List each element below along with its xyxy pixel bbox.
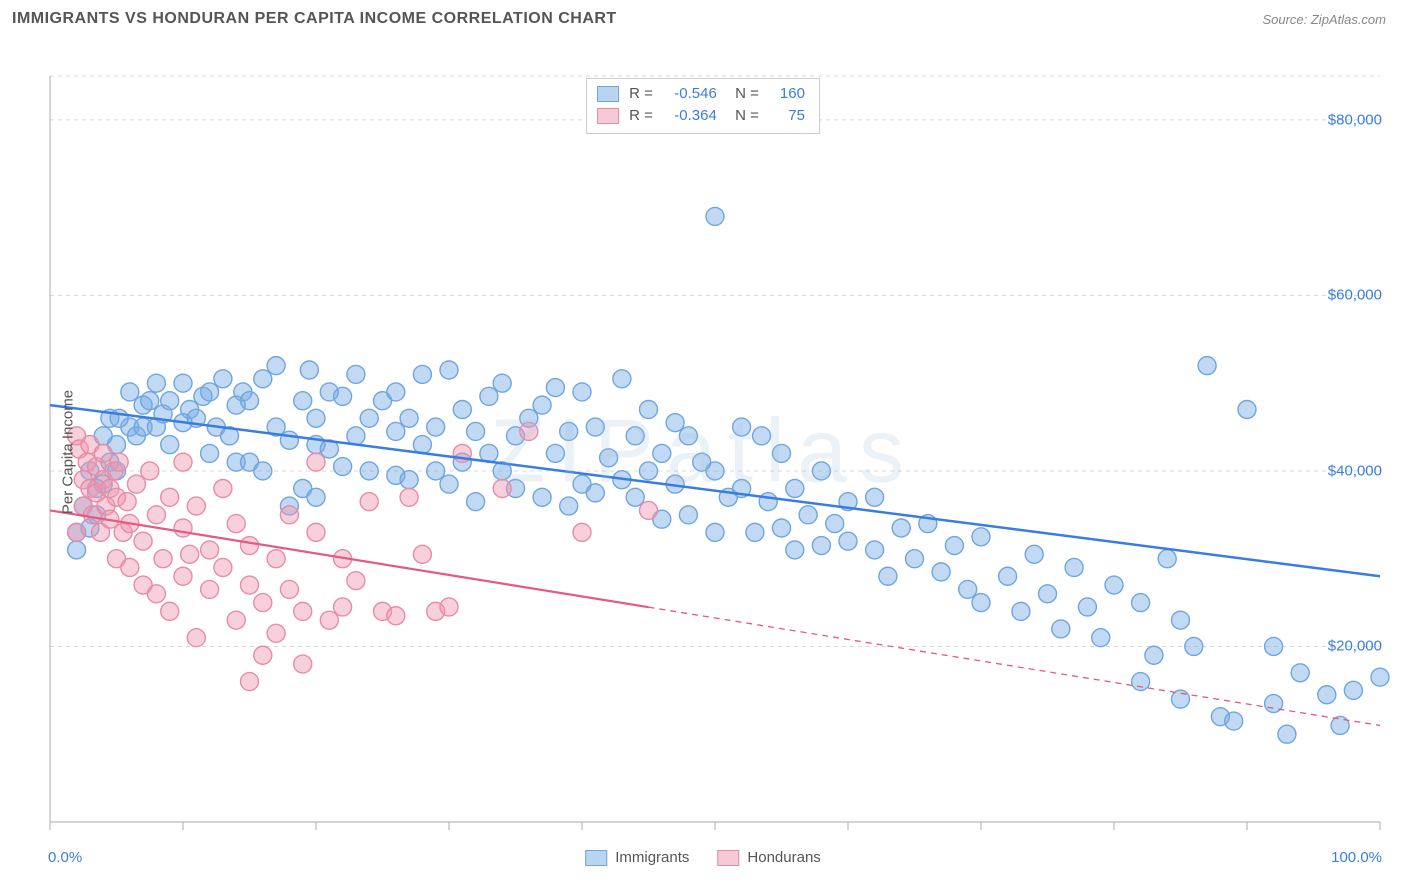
chart-source: Source: ZipAtlas.com bbox=[1262, 12, 1386, 27]
chart-title: IMMIGRANTS VS HONDURAN PER CAPITA INCOME… bbox=[12, 10, 617, 28]
stat-r-label: R = bbox=[629, 105, 653, 127]
legend-item: Immigrants bbox=[585, 849, 689, 866]
correlation-stats-box: R = -0.546 N = 160 R = -0.364 N = 75 bbox=[586, 78, 820, 134]
stat-r-label: R = bbox=[629, 83, 653, 105]
chart-area: Per Capita Income ZIPatlas R =-0.546 N =… bbox=[0, 32, 1406, 872]
stat-n-label: N = bbox=[727, 105, 759, 127]
source-name: ZipAtlas.com bbox=[1311, 12, 1386, 27]
legend-item: Hondurans bbox=[717, 849, 820, 866]
stat-n-value: 160 bbox=[769, 83, 805, 105]
legend-swatch bbox=[585, 850, 607, 866]
source-prefix: Source: bbox=[1262, 12, 1310, 27]
y-tick-label: $20,000 bbox=[1328, 638, 1382, 655]
stat-row: R = -0.546 N = 160 bbox=[597, 83, 805, 105]
y-tick-label: $40,000 bbox=[1328, 462, 1382, 479]
chart-header: IMMIGRANTS VS HONDURAN PER CAPITA INCOME… bbox=[0, 0, 1406, 32]
x-axis-min-label: 0.0% bbox=[48, 849, 82, 866]
scatter-plot-svg bbox=[0, 32, 1406, 872]
stat-r-value: -0.364 bbox=[663, 105, 717, 127]
bottom-legend: Immigrants Hondurans bbox=[585, 849, 821, 866]
x-axis-max-label: 100.0% bbox=[1331, 849, 1382, 866]
y-axis-label: Per Capita Income bbox=[60, 390, 77, 514]
stat-n-label: N = bbox=[727, 83, 759, 105]
legend-swatch bbox=[717, 850, 739, 866]
legend-label: Hondurans bbox=[747, 849, 820, 866]
legend-swatch bbox=[597, 108, 619, 124]
y-tick-label: $80,000 bbox=[1328, 111, 1382, 128]
stat-r-value: -0.546 bbox=[663, 83, 717, 105]
stat-n-value: 75 bbox=[769, 105, 805, 127]
y-tick-label: $60,000 bbox=[1328, 287, 1382, 304]
stat-row: R = -0.364 N = 75 bbox=[597, 105, 805, 127]
legend-swatch bbox=[597, 86, 619, 102]
legend-label: Immigrants bbox=[615, 849, 689, 866]
